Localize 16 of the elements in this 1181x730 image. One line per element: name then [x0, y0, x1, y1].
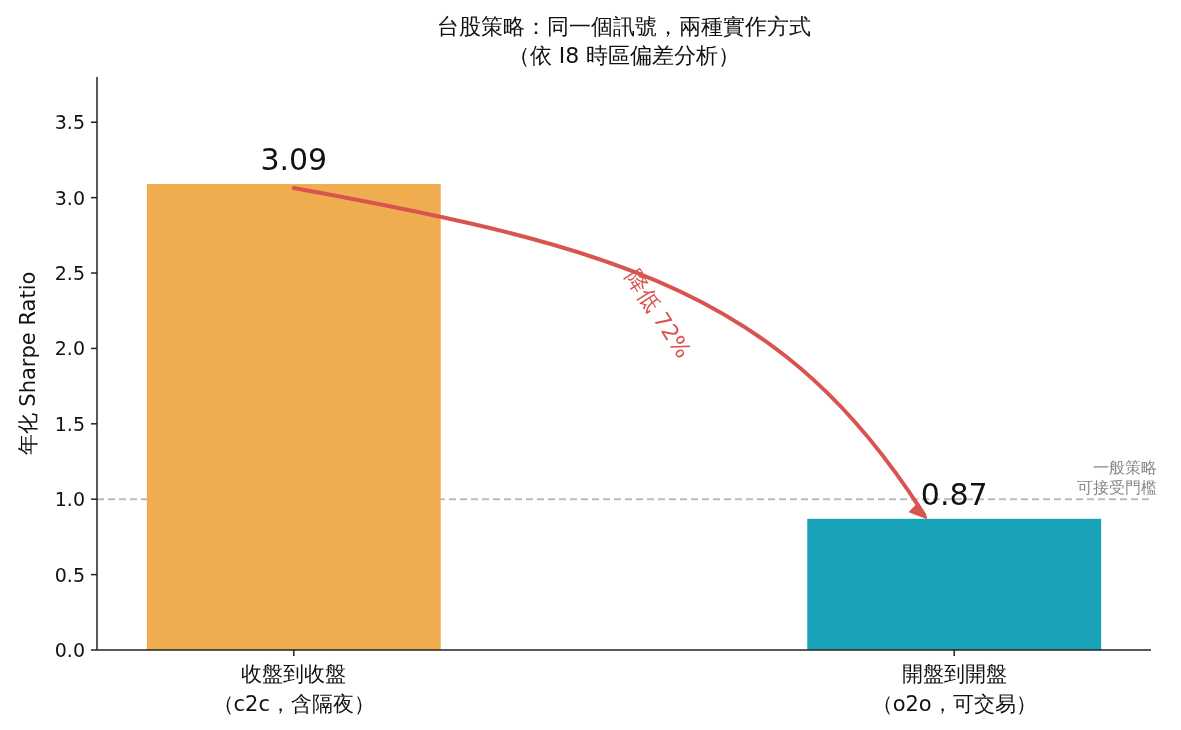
x-tick-label: 收盤到收盤（c2c，含隔夜） [212, 662, 376, 716]
data-label: 0.87 [920, 476, 988, 512]
y-tick-label: 0.0 [54, 639, 85, 661]
y-tick-label: 2.0 [54, 337, 85, 360]
y-tick-label: 2.5 [54, 262, 85, 285]
x-tick-label: 開盤到開盤（o2o，可交易） [871, 662, 1037, 716]
y-tick-label: 3.0 [54, 186, 85, 209]
chart-subtitle: （依 I8 時區偏差分析） [507, 43, 741, 68]
y-tick-label: 3.5 [54, 111, 85, 134]
chart-title: 台股策略：同一個訊號，兩種實作方式 [437, 14, 811, 39]
y-tick-label: 1.0 [54, 488, 85, 511]
y-tick-label: 0.5 [54, 563, 85, 586]
data-label: 3.09 [260, 142, 328, 178]
y-axis-title: 年化 Sharpe Ratio [16, 271, 40, 456]
y-tick-label: 1.5 [54, 412, 85, 435]
ref-line-label: 一般策略可接受門檻 [1077, 458, 1157, 498]
